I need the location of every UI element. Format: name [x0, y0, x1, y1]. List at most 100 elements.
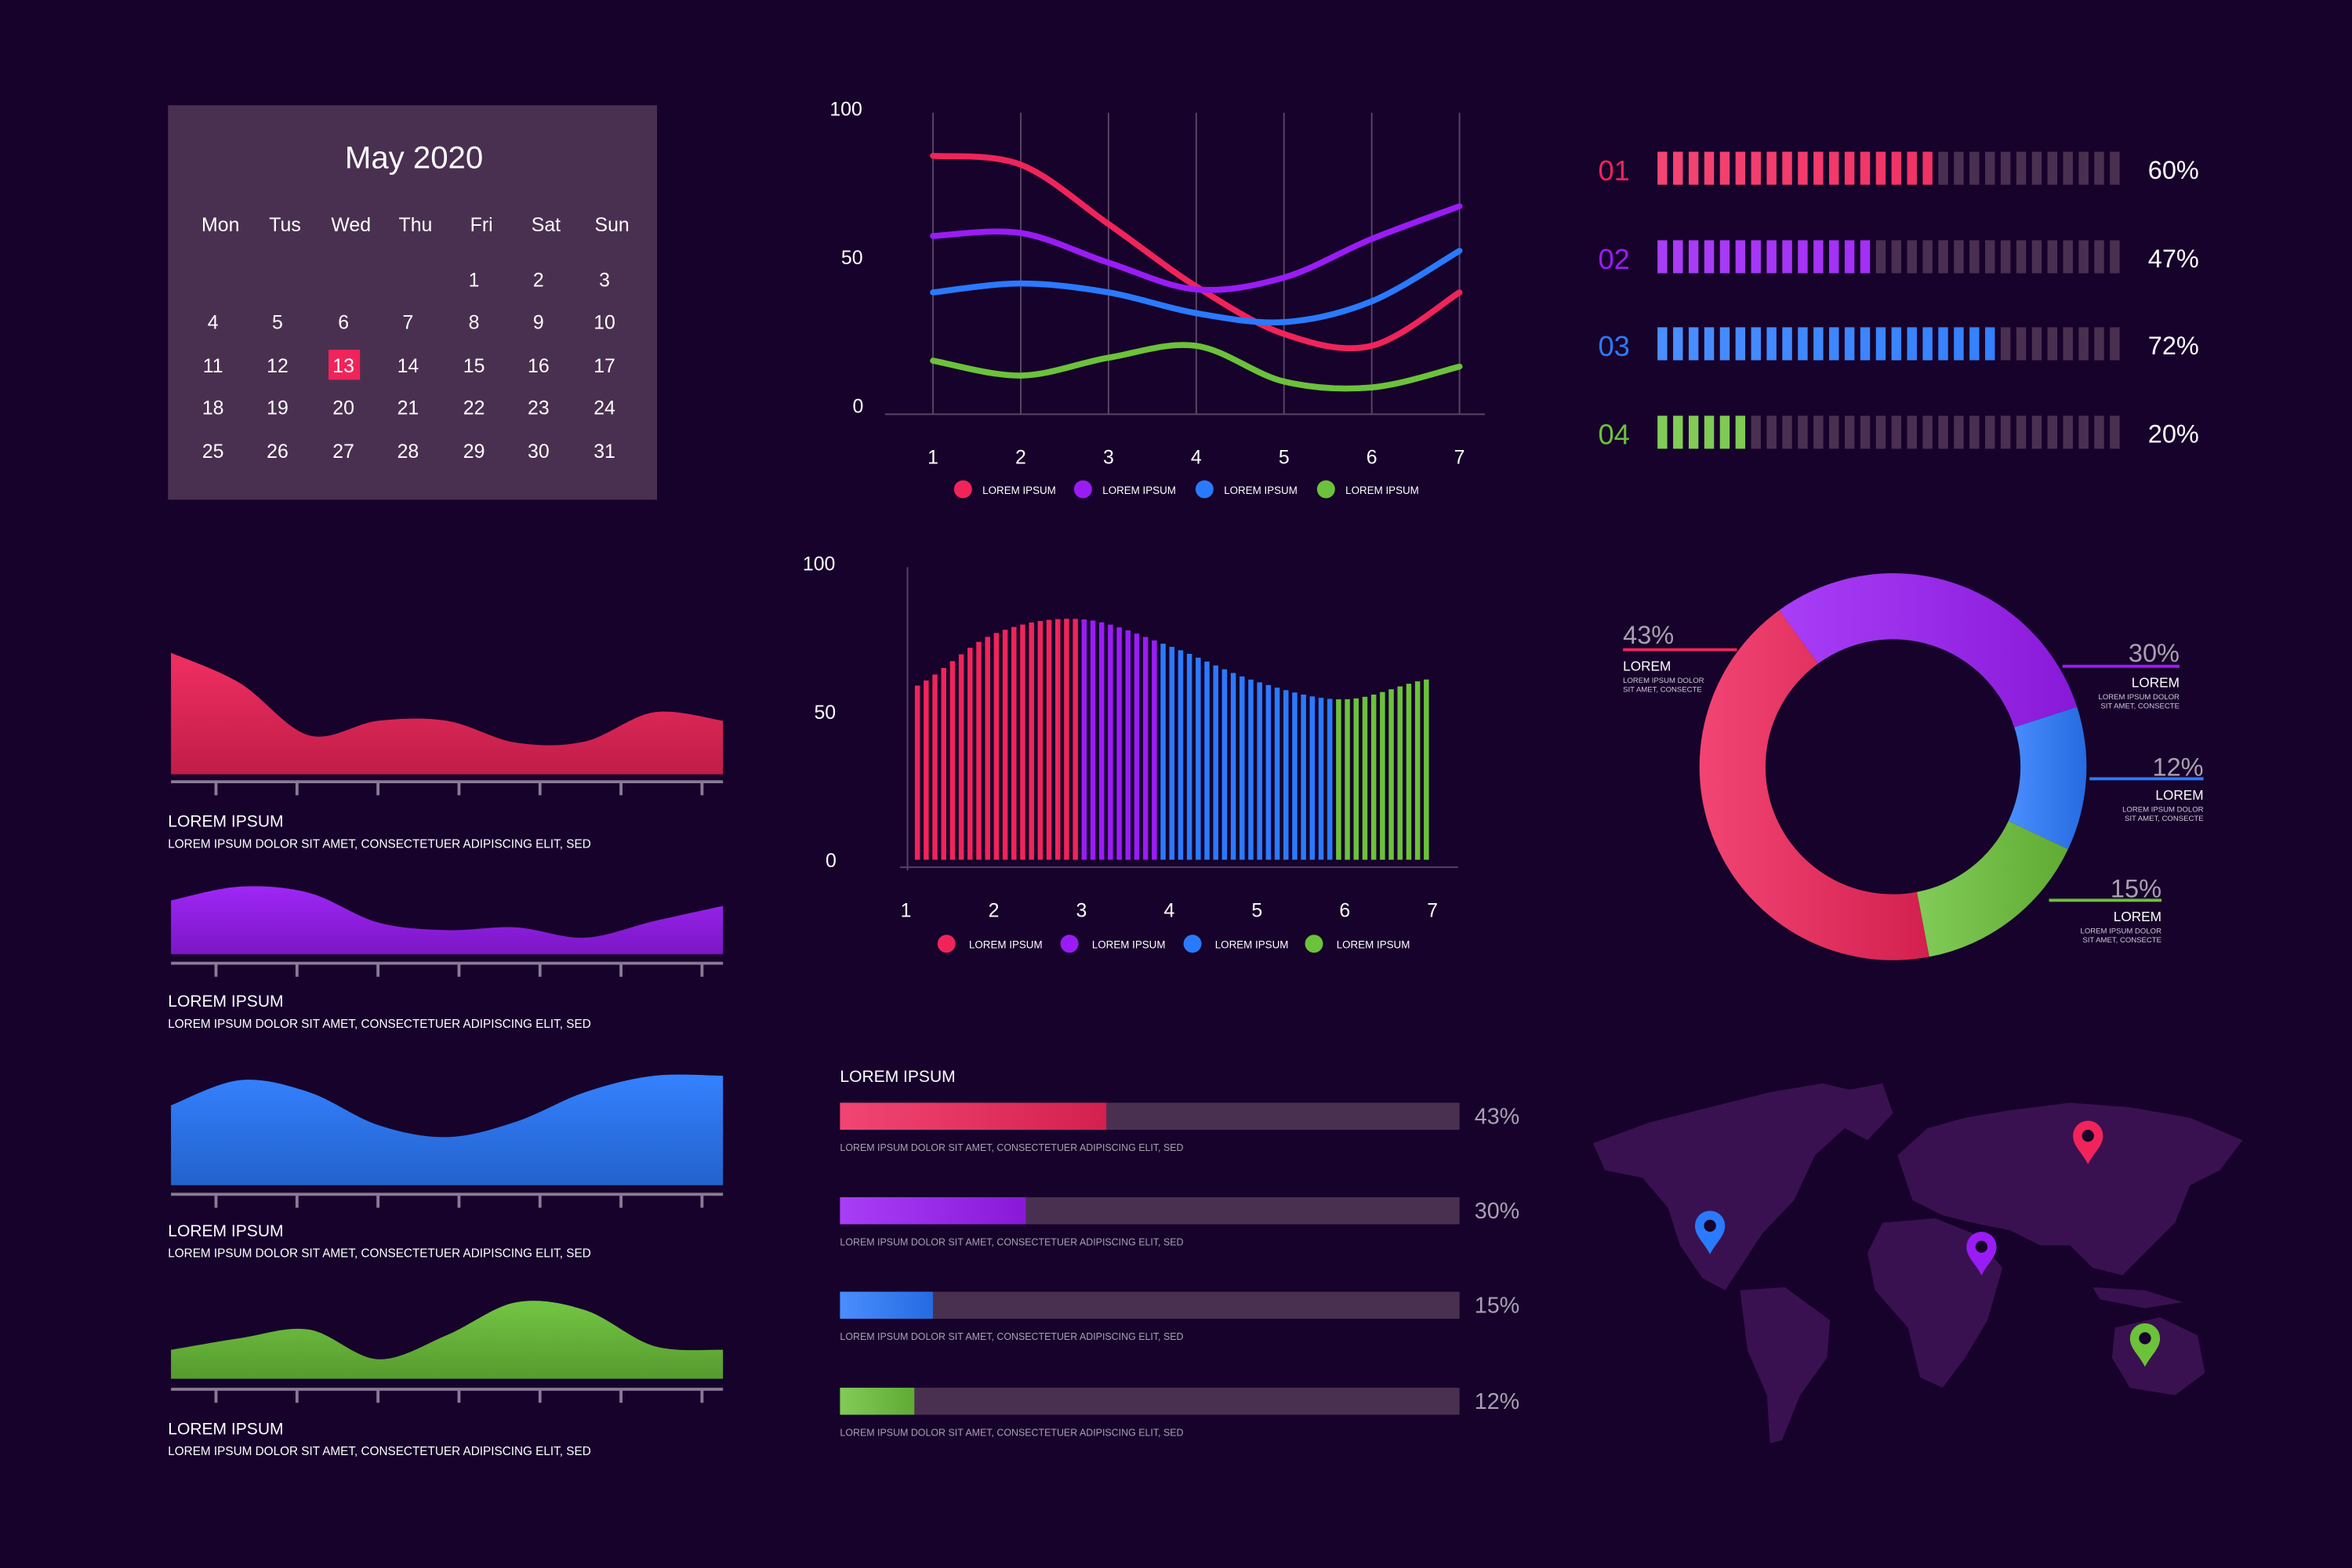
- progress-desc: LOREM IPSUM DOLOR SIT AMET, CONSECTETUER…: [840, 1236, 1183, 1247]
- bar-segment: [1969, 416, 1980, 449]
- bar-segment: [1844, 327, 1855, 361]
- bar-segment: [1891, 240, 1902, 274]
- bar-segment: [1985, 416, 1995, 449]
- calendar-day[interactable]: 23: [528, 397, 550, 419]
- bar-segment: [1719, 327, 1730, 361]
- bar-segment: [2000, 327, 2011, 361]
- bar-segment: [2047, 416, 2058, 449]
- calendar-day[interactable]: 6: [338, 311, 349, 333]
- calendar-day[interactable]: 28: [397, 441, 419, 463]
- calendar-day[interactable]: 19: [267, 397, 289, 419]
- calendar-day[interactable]: 8: [469, 311, 480, 333]
- calendar-title: May 2020: [345, 140, 483, 176]
- bar-segment: [1860, 151, 1871, 185]
- calendar-day[interactable]: 9: [533, 311, 544, 333]
- calendar-day[interactable]: 3: [599, 270, 610, 292]
- row-index-label: 03: [1598, 330, 1629, 362]
- calendar-day[interactable]: 11: [203, 355, 223, 377]
- bar: [1098, 622, 1105, 860]
- area-charts: LOREM IPSUM LOREM IPSUM DOLOR SIT AMET, C…: [168, 652, 724, 1458]
- calendar-day[interactable]: 2: [533, 270, 544, 292]
- calendar-day[interactable]: 10: [593, 311, 615, 333]
- weekday-tus: Tus: [269, 214, 301, 236]
- bar-segment: [2031, 327, 2042, 361]
- bar-segment: [2000, 151, 2011, 185]
- bar: [1406, 684, 1412, 860]
- map-pin-icon[interactable]: [1694, 1210, 1726, 1254]
- weekday-wed: Wed: [331, 214, 371, 236]
- bar-segment: [2047, 240, 2058, 274]
- bar: [1353, 698, 1359, 860]
- area-title: LOREM IPSUM: [168, 1222, 283, 1240]
- map-pin-icon[interactable]: [1966, 1232, 1997, 1276]
- calendar-day[interactable]: 25: [202, 441, 224, 463]
- africa: [1867, 1218, 2003, 1388]
- calendar-day[interactable]: 7: [402, 311, 413, 333]
- calendar-day[interactable]: 12: [267, 355, 289, 377]
- bar: [1370, 694, 1377, 860]
- row-index-label: 01: [1598, 154, 1629, 187]
- bar-segment: [1735, 416, 1746, 449]
- calendar-day[interactable]: 24: [593, 397, 615, 419]
- bar: [1037, 621, 1044, 860]
- calendar-day[interactable]: 1: [469, 270, 480, 292]
- calendar-day[interactable]: 29: [463, 441, 485, 463]
- map-pin-icon[interactable]: [2129, 1323, 2161, 1367]
- bar-segment: [1735, 327, 1746, 361]
- calendar-day[interactable]: 4: [208, 311, 219, 333]
- donut-slice: [2008, 706, 2087, 850]
- selected-day-highlight: [328, 350, 361, 380]
- legend-label: LOREM IPSUM: [1224, 485, 1298, 496]
- calendar-day[interactable]: 17: [593, 355, 615, 377]
- calendar-day[interactable]: 26: [267, 441, 289, 463]
- bar-segment: [2078, 327, 2089, 361]
- bar-segment: [1673, 416, 1683, 449]
- x-tick-label: 1: [901, 899, 912, 921]
- bar-segment: [1719, 416, 1730, 449]
- progress-desc: LOREM IPSUM DOLOR SIT AMET, CONSECTETUER…: [840, 1427, 1183, 1438]
- calendar-day[interactable]: 18: [202, 397, 224, 419]
- bar-segment: [1751, 240, 1761, 274]
- calendar-day[interactable]: 16: [528, 355, 550, 377]
- segmented-bars: 01 60% 02 47% 03 72% 04 20%: [1598, 151, 2199, 451]
- bar: [1142, 637, 1149, 860]
- calendar-day[interactable]: 5: [272, 311, 283, 333]
- progress-percent: 12%: [1475, 1389, 1519, 1414]
- pin-hole: [2139, 1332, 2151, 1345]
- bar-segment: [2047, 327, 2058, 361]
- legend-dot: [1316, 480, 1335, 499]
- x-tick-label: 3: [1103, 447, 1114, 469]
- slice-percent: 12%: [2152, 753, 2203, 781]
- bar-segment: [1922, 240, 1933, 274]
- bar: [1011, 626, 1017, 860]
- y-tick-label: 50: [841, 247, 863, 269]
- calendar-day[interactable]: 27: [332, 441, 354, 463]
- bar-segment: [1798, 327, 1808, 361]
- bar-segment: [1751, 327, 1761, 361]
- bar-segment: [1719, 151, 1730, 185]
- map-pin-icon[interactable]: [2073, 1120, 2103, 1165]
- calendar-day[interactable]: 14: [397, 355, 419, 377]
- row-percent: 60%: [2148, 156, 2199, 184]
- weekday-sat: Sat: [532, 214, 561, 236]
- progress-percent: 15%: [1475, 1293, 1519, 1318]
- calendar-day[interactable]: 30: [528, 441, 550, 463]
- calendar-day[interactable]: 22: [463, 397, 485, 419]
- pin-blue: [1694, 1210, 1726, 1254]
- bar: [949, 661, 956, 860]
- calendar-day[interactable]: 21: [397, 397, 419, 419]
- calendar-day[interactable]: 13: [332, 355, 354, 377]
- calendar-day[interactable]: 15: [463, 355, 485, 377]
- calendar-day[interactable]: 31: [593, 441, 615, 463]
- progress-percent: 43%: [1475, 1104, 1519, 1129]
- bar: [1020, 624, 1025, 860]
- calendar-day[interactable]: 20: [332, 397, 354, 419]
- bar-segment: [1673, 240, 1683, 274]
- bar: [1397, 686, 1403, 860]
- area-shape: [171, 886, 724, 955]
- bar-segment: [1657, 151, 1668, 185]
- legend-dot: [1305, 935, 1323, 953]
- bar-segment: [1875, 151, 1886, 185]
